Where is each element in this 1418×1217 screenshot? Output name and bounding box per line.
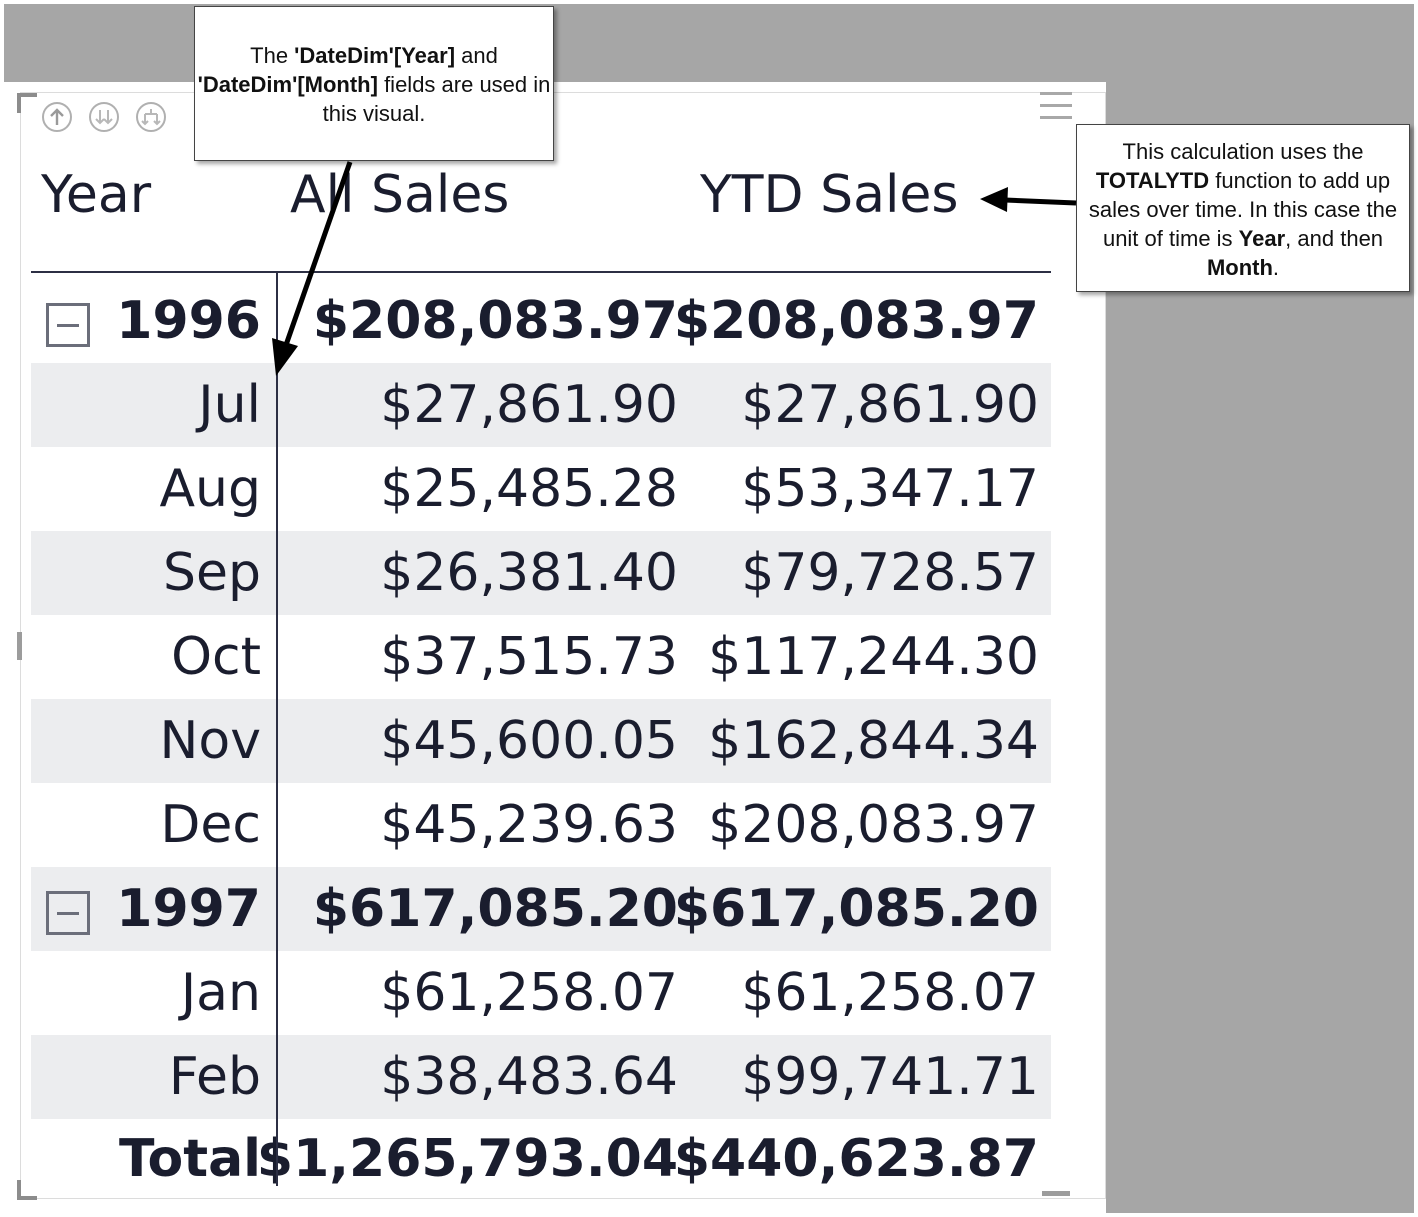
callout-text-run: , and then (1285, 226, 1384, 251)
drill-down-all-icon[interactable] (89, 102, 119, 132)
ytd-sales-cell: $162,844.34 (708, 711, 1039, 771)
calculation-callout: This calculation uses the TOTALYTD funct… (1076, 124, 1410, 292)
total-ytd-sales: $440,623.87 (673, 1129, 1039, 1189)
resize-handle-left[interactable] (17, 632, 22, 660)
ytd-sales-cell: $208,083.97 (708, 795, 1039, 855)
callout-text-run: TOTALYTD (1095, 168, 1210, 193)
total-label: Total (118, 1129, 261, 1189)
callout-text-run: 'DateDim'[Month] (197, 72, 378, 97)
month-row[interactable]: Oct $37,515.73 $117,244.30 (31, 615, 1051, 699)
collapse-toggle-icon[interactable] (46, 303, 90, 347)
row-label: Nov (159, 711, 262, 771)
year-row[interactable]: 1996 $208,083.97 $208,083.97 (31, 279, 1051, 363)
all-sales-cell: $25,485.28 (380, 459, 678, 519)
row-label: 1996 (116, 291, 261, 351)
all-sales-cell: $61,258.07 (380, 963, 678, 1023)
ytd-sales-cell: $53,347.17 (741, 459, 1039, 519)
all-sales-cell: $26,381.40 (380, 543, 678, 603)
month-row[interactable]: Sep $26,381.40 $79,728.57 (31, 531, 1051, 615)
all-sales-cell: $208,083.97 (312, 291, 678, 351)
fields-callout-arrow (272, 161, 353, 376)
calculation-callout-text: This calculation uses the TOTALYTD funct… (1089, 139, 1397, 280)
ytd-sales-cell: $617,085.20 (673, 879, 1039, 939)
all-sales-cell: $617,085.20 (312, 879, 678, 939)
callout-text-run: fields are used in this visual. (322, 72, 551, 126)
row-label: Aug (159, 459, 261, 519)
month-row[interactable]: Jan $61,258.07 $61,258.07 (31, 951, 1051, 1035)
callout-text-run: and (455, 43, 498, 68)
fields-callout-text: The 'DateDim'[Year] and 'DateDim'[Month]… (198, 43, 551, 126)
column-header-ytd-sales[interactable]: YTD Sales (700, 165, 959, 225)
ytd-sales-cell: $99,741.71 (741, 1047, 1039, 1107)
row-label: 1997 (116, 879, 261, 939)
callout-text-run: Month (1206, 255, 1273, 280)
row-label: Oct (171, 627, 261, 687)
month-row[interactable]: Nov $45,600.05 $162,844.34 (31, 699, 1051, 783)
row-label: Sep (162, 543, 261, 603)
total-all-sales: $1,265,793.04 (256, 1129, 678, 1189)
matrix-visual-frame[interactable] (20, 92, 1106, 1199)
callout-text-run: This calculation uses the (1122, 139, 1364, 164)
month-row[interactable]: Feb $38,483.64 $99,741.71 (31, 1035, 1051, 1119)
row-label: Feb (168, 1047, 261, 1107)
callout-text-run: . (1272, 255, 1280, 280)
all-sales-cell: $38,483.64 (380, 1047, 678, 1107)
year-row[interactable]: 1997 $617,085.20 $617,085.20 (31, 867, 1051, 951)
drill-up-icon[interactable] (42, 102, 72, 132)
total-row[interactable]: Total $1,265,793.04 $440,623.87 (31, 1117, 1051, 1201)
collapse-toggle-icon[interactable] (46, 891, 90, 935)
month-row[interactable]: Jul $27,861.90 $27,861.90 (31, 363, 1051, 447)
all-sales-cell: $45,600.05 (380, 711, 678, 771)
ytd-sales-cell: $61,258.07 (741, 963, 1039, 1023)
ytd-sales-cell: $117,244.30 (708, 627, 1039, 687)
callout-text-run: 'DateDim'[Year] (294, 43, 456, 68)
column-header-year[interactable]: Year (41, 165, 152, 225)
resize-handle-bottom[interactable] (1042, 1191, 1070, 1196)
ytd-sales-cell: $79,728.57 (741, 543, 1039, 603)
month-row[interactable]: Dec $45,239.63 $208,083.97 (31, 783, 1051, 867)
row-label: Jul (198, 375, 261, 435)
ytd-sales-cell: $208,083.97 (673, 291, 1039, 351)
fields-callout: The 'DateDim'[Year] and 'DateDim'[Month]… (194, 6, 554, 161)
calculation-callout-arrow (980, 187, 1077, 212)
month-row[interactable]: Aug $25,485.28 $53,347.17 (31, 447, 1051, 531)
row-label: Dec (160, 795, 261, 855)
ytd-sales-cell: $27,861.90 (741, 375, 1039, 435)
callout-text-run: The (250, 43, 295, 68)
expand-hierarchy-icon[interactable] (136, 102, 166, 132)
row-header-divider (276, 273, 278, 1186)
resize-handle-top-left[interactable] (17, 93, 37, 113)
header-divider (31, 271, 1051, 273)
all-sales-cell: $37,515.73 (380, 627, 678, 687)
row-label: Jan (180, 963, 261, 1023)
all-sales-cell: $45,239.63 (380, 795, 678, 855)
all-sales-cell: $27,861.90 (380, 375, 678, 435)
callout-text-run: function to add up sales over time. In t… (1088, 168, 1398, 251)
callout-text-run: Year (1238, 226, 1286, 251)
resize-handle-bottom-left[interactable] (17, 1180, 37, 1200)
column-header-all-sales[interactable]: All Sales (290, 165, 510, 225)
more-options-icon[interactable] (1038, 92, 1074, 122)
